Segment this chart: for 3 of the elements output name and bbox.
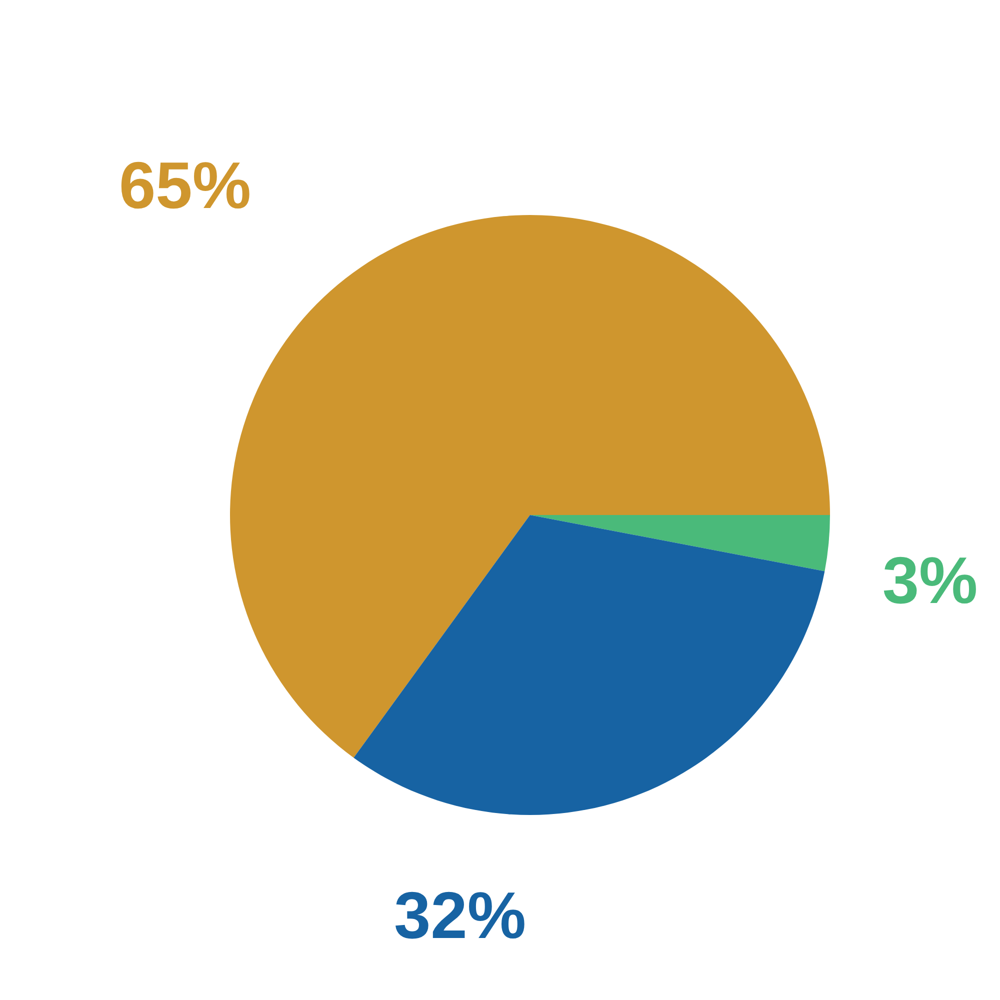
data-label: 3% [882,543,978,617]
data-label: 32% [394,878,526,952]
data-label: 65% [118,148,252,222]
